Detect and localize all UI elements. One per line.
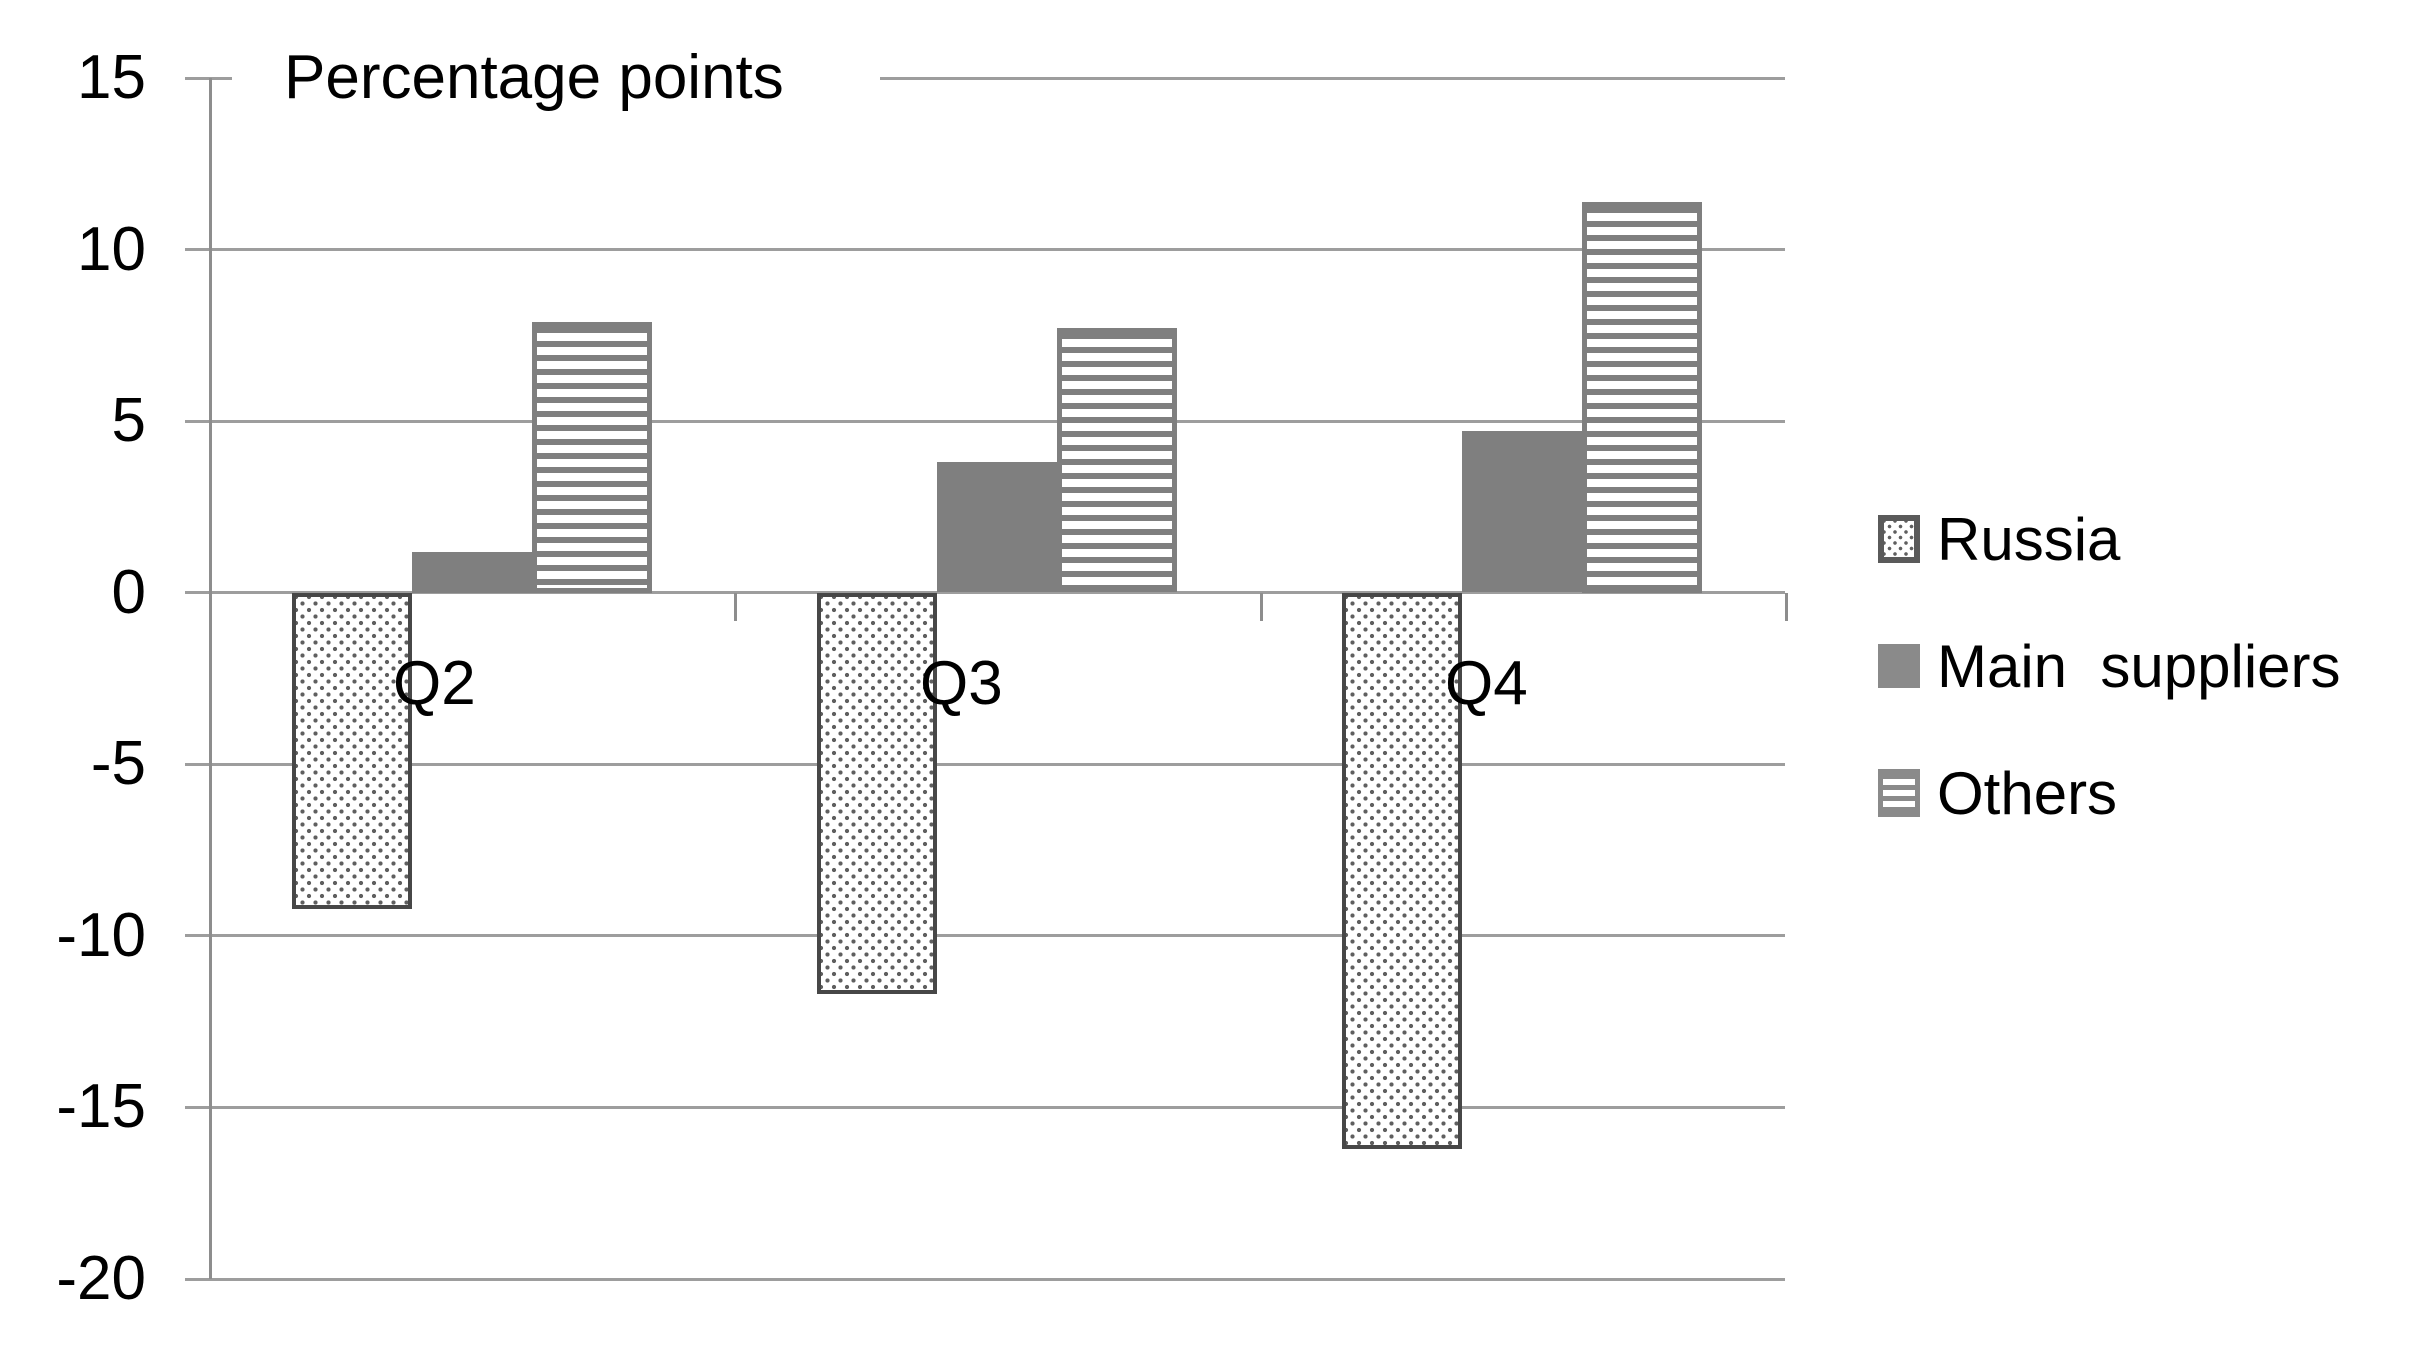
y-axis-tick-label: 10 <box>77 215 146 284</box>
category-axis-tick <box>1785 593 1788 621</box>
gridline--15 <box>185 1106 1785 1109</box>
legend-label-others: Others <box>1937 759 2118 827</box>
gridline-0 <box>185 591 1785 594</box>
bar-others-q4 <box>1582 202 1702 593</box>
y-axis-tick-label: 0 <box>111 558 146 627</box>
y-axis-tick-label: 15 <box>77 43 146 112</box>
legend-swatch-dots-icon <box>1878 515 1920 563</box>
gridline--20 <box>185 1278 1785 1281</box>
gridline-10 <box>185 248 1785 251</box>
y-axis-tick-label: -20 <box>56 1244 146 1313</box>
legend: Russia Main suppliers Others <box>1878 503 2341 829</box>
bar-main-suppliers-q3 <box>937 462 1057 592</box>
category-label-q2: Q2 <box>393 649 476 718</box>
category-label-q3: Q3 <box>920 649 1003 718</box>
bar-others-q2 <box>532 322 652 593</box>
legend-item-main-suppliers: Main suppliers <box>1878 630 2341 702</box>
legend-item-others: Others <box>1878 757 2341 829</box>
bar-russia-q4 <box>1342 593 1462 1149</box>
legend-label-main-suppliers: Main suppliers <box>1937 632 2341 700</box>
y-axis-tick-label: -5 <box>90 729 146 798</box>
gridline-5 <box>185 420 1785 423</box>
y-axis-tick-label: -15 <box>56 1072 146 1141</box>
gridline--5 <box>185 763 1785 766</box>
gridline--10 <box>185 934 1785 937</box>
category-axis-tick <box>734 593 737 621</box>
legend-swatch-solid-icon <box>1878 644 1920 688</box>
bar-russia-q2 <box>292 593 412 909</box>
legend-item-russia: Russia <box>1878 503 2341 575</box>
chart-title: Percentage points <box>232 28 880 128</box>
category-axis-tick <box>1260 593 1263 621</box>
gridline-15 <box>185 77 1785 80</box>
bar-others-q3 <box>1057 328 1177 592</box>
bar-main-suppliers-q4 <box>1462 431 1582 592</box>
legend-swatch-hlines-icon <box>1878 769 1920 817</box>
y-axis-tick-label: 5 <box>111 386 146 455</box>
bar-main-suppliers-q2 <box>412 552 532 593</box>
bar-russia-q3 <box>817 593 937 994</box>
y-axis-line <box>209 78 212 1279</box>
y-axis-tick-label: -10 <box>56 901 146 970</box>
category-label-q4: Q4 <box>1445 649 1528 718</box>
legend-label-russia: Russia <box>1937 505 2121 573</box>
